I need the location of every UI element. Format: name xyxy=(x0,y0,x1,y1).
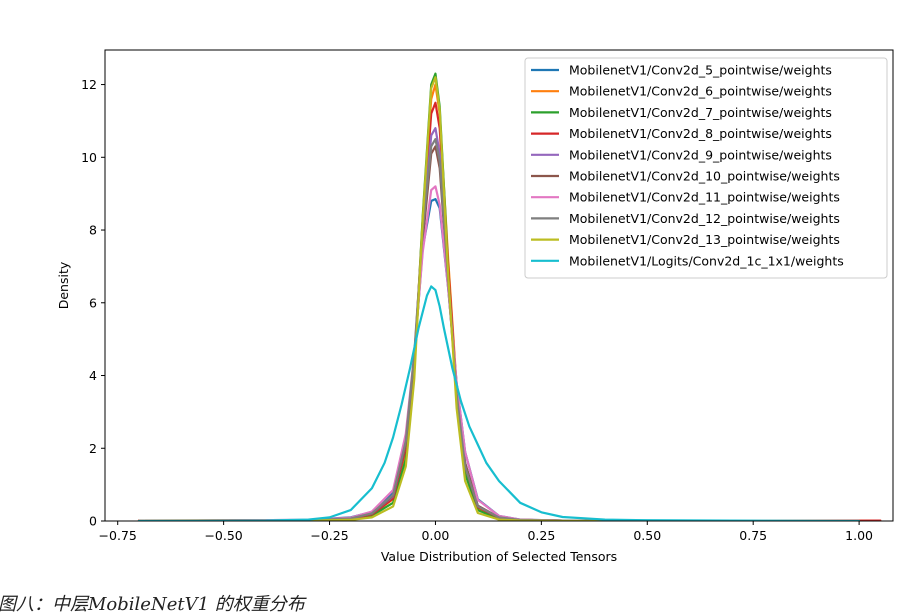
series-line-10 xyxy=(137,285,861,521)
x-tick-label: 0.00 xyxy=(422,528,450,543)
x-axis: −0.75 −0.50 −0.25 0.00 0.25 0.50 0.75 1.00 xyxy=(99,521,873,543)
x-axis-label: Value Distribution of Selected Tensors xyxy=(381,549,617,564)
x-tick-label: −0.75 xyxy=(99,528,137,543)
y-tick-label: 6 xyxy=(89,295,97,310)
plot-frame xyxy=(104,49,894,522)
y-tick-label: 4 xyxy=(89,368,97,383)
legend-box xyxy=(524,57,888,279)
y-tick-label: 2 xyxy=(89,441,97,456)
legend-entry-label: MobilenetV1/Conv2d_12_pointwise/weights xyxy=(569,211,840,226)
legend-entry-label: MobilenetV1/Conv2d_6_pointwise/weights xyxy=(569,84,832,99)
x-tick-label: 0.25 xyxy=(527,528,555,543)
legend-entry-label: MobilenetV1/Conv2d_5_pointwise/weights xyxy=(569,63,832,78)
x-tick-label: −0.50 xyxy=(204,528,242,543)
legend-entry-label: MobilenetV1/Conv2d_7_pointwise/weights xyxy=(569,105,832,120)
legend: MobilenetV1/Conv2d_5_pointwise/weights Mo… xyxy=(524,57,888,279)
figure-caption: 图八：中层MobileNetV1 的权重分布 xyxy=(0,594,305,615)
y-axis: 0 2 4 6 8 10 12 xyxy=(81,77,105,529)
series-line-9 xyxy=(137,76,734,521)
density-chart: −0.75 −0.50 −0.25 0.00 0.25 0.50 0.75 1.00 0 2 4 6… xyxy=(56,49,894,564)
legend-entry-label: MobilenetV1/Conv2d_10_pointwise/weights xyxy=(569,169,840,184)
legend-entry-label: MobilenetV1/Conv2d_11_pointwise/weights xyxy=(569,190,840,205)
series-layer xyxy=(137,72,882,521)
x-tick-label: 0.75 xyxy=(739,528,767,543)
legend-entry-label: MobilenetV1/Conv2d_8_pointwise/weights xyxy=(569,126,832,141)
y-tick-label: 8 xyxy=(89,223,97,238)
legend-entry-label: MobilenetV1/Conv2d_13_pointwise/weights xyxy=(569,232,840,247)
legend-entry-label: MobilenetV1/Conv2d_9_pointwise/weights xyxy=(569,147,832,162)
y-axis-label: Density xyxy=(56,261,71,309)
legend-entry-label: MobilenetV1/Logits/Conv2d_1c_1x1/weights xyxy=(569,253,844,268)
x-tick-label: −0.25 xyxy=(310,528,348,543)
y-tick-label: 10 xyxy=(81,150,97,165)
x-tick-label: 1.00 xyxy=(845,528,873,543)
x-tick-label: 0.50 xyxy=(633,528,661,543)
y-tick-label: 0 xyxy=(89,514,97,529)
y-tick-label: 12 xyxy=(81,77,97,92)
